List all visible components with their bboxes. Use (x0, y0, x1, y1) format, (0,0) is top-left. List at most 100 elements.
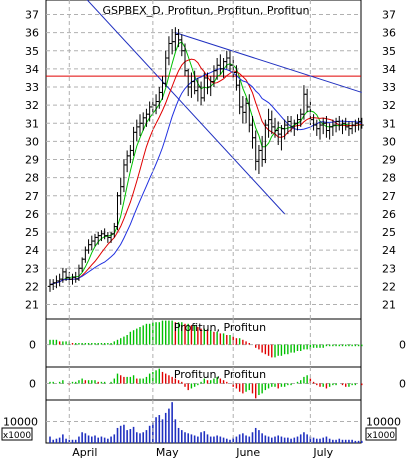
volume-unit-left-box (1, 427, 33, 441)
oscillator-2-tick-left: 0 (29, 378, 36, 391)
ohlc-bar (144, 108, 149, 127)
volume-tick-right: 10000 (366, 416, 401, 429)
price-tick-label-left: 33 (25, 81, 39, 94)
price-tick-label-right: 34 (382, 63, 396, 76)
price-tick-label-left: 36 (25, 27, 39, 40)
x-tick-label: May (156, 446, 179, 459)
price-panel: 21 21 22 22 23 23 24 24 25 25 26 26 27 27 28 28 29 29 30 30… (25, 0, 396, 320)
x-tick-label: June (235, 446, 260, 459)
ohlc-bar (266, 108, 271, 138)
ohlc-bar (118, 177, 123, 205)
x-axis: April May June July (68, 0, 334, 459)
ohlc-bar (138, 114, 142, 136)
ohlc-bar (269, 110, 274, 135)
ohlc-bar (318, 121, 322, 140)
price-tick-label-right: 37 (382, 9, 396, 22)
price-tick-label-right: 31 (382, 117, 396, 130)
price-tick-label-left: 34 (25, 63, 39, 76)
price-tick-label-right: 32 (382, 99, 396, 112)
price-tick-label-right: 22 (382, 280, 396, 293)
ohlc-bar (305, 88, 310, 113)
ohlc-bar (311, 114, 316, 131)
ohlc-bar (359, 117, 364, 129)
volume-tick-left: 10000 (3, 416, 38, 429)
ohlc-bar (96, 232, 101, 245)
ohlc-bar (83, 246, 88, 263)
ohlc-bar (218, 54, 223, 75)
price-tick-label-right: 30 (382, 135, 396, 148)
ohlc-bar (314, 119, 319, 136)
price-tick-label-left: 35 (25, 45, 39, 58)
volume-unit-right-label: x1000 (367, 431, 396, 441)
ohlc-bar (253, 130, 258, 171)
price-tick-label-right: 36 (382, 27, 396, 40)
ohlc-bar (147, 101, 152, 122)
oscillator-1-tick-left: 0 (29, 339, 36, 352)
price-tick-label-left: 29 (25, 154, 39, 167)
ohlc-bar (128, 145, 133, 164)
ohlc-bar (57, 273, 62, 287)
ohlc-bar (86, 239, 91, 254)
price-tick-label-right: 35 (382, 45, 396, 58)
oscillator-2-title: Profitun, Profitun (174, 368, 266, 381)
price-tick-label-right: 21 (382, 299, 396, 312)
price-tick-label-right: 33 (382, 81, 396, 94)
ohlc-bar (176, 29, 181, 48)
ohlc-bar (48, 279, 52, 292)
price-tick-label-left: 37 (25, 9, 39, 22)
price-tick-label-left: 26 (25, 208, 39, 221)
ohlc-bar (199, 81, 204, 106)
volume-unit-right: x1000 (365, 427, 397, 441)
price-tick-label-left: 22 (25, 280, 39, 293)
x-tick-label: April (72, 446, 97, 459)
ohlc-bar (327, 123, 332, 140)
price-tick-label-left: 27 (25, 190, 39, 203)
price-tick-label-left: 21 (25, 299, 39, 312)
ohlc-bar (321, 117, 326, 135)
price-tick-label-right: 26 (382, 208, 396, 221)
ohlc-bar (183, 43, 187, 77)
price-tick-label-left: 32 (25, 99, 39, 112)
price-tick-label-left: 25 (25, 226, 39, 239)
price-tick-label-left: 30 (25, 135, 39, 148)
price-tick-label-right: 24 (382, 244, 396, 257)
trendline (175, 32, 362, 93)
price-tick-label-left: 31 (25, 117, 39, 130)
ohlc-bar (125, 150, 130, 173)
ohlc-bar (186, 68, 191, 97)
volume-panel: 10000 10000 x1000 x1000 (1, 399, 401, 444)
oscillator-1-tick-right: 0 (399, 339, 406, 352)
ohlc-bar (115, 192, 120, 231)
ohlc-bar (89, 235, 94, 251)
x-tick-label: July (312, 446, 333, 459)
moving-average-line (49, 68, 363, 286)
price-tick-label-right: 27 (382, 190, 396, 203)
ohlc-bar (195, 77, 200, 102)
moving-average-line (49, 41, 362, 286)
moving-average-line (49, 58, 362, 286)
price-tick-label-left: 23 (25, 262, 39, 275)
price-tick-label-right: 25 (382, 226, 396, 239)
ohlc-bar (237, 79, 242, 115)
ohlc-bar (51, 279, 56, 290)
volume-unit-left: x1000 (1, 427, 33, 441)
price-tick-label-right: 28 (382, 172, 396, 185)
price-tick-label-right: 29 (382, 154, 396, 167)
ohlc-bar (73, 271, 78, 283)
ohlc-bar (247, 94, 252, 133)
ohlc-bar (340, 119, 345, 135)
ohlc-bar (240, 96, 245, 124)
oscillator-2-tick-right: 0 (399, 378, 406, 391)
trendline (86, 0, 286, 215)
oscillator-1-title: Profitun, Profitun (174, 321, 266, 334)
ohlc-bar (289, 116, 294, 133)
price-tick-label-left: 24 (25, 244, 39, 257)
price-panel-title: GSPBEX_D, Profitun, Profitun, Profitun (102, 4, 309, 17)
ohlc-bar (228, 50, 232, 71)
price-tick-label-left: 28 (25, 172, 39, 185)
ohlc-bar (121, 159, 126, 193)
volume-unit-right-box (365, 427, 397, 441)
